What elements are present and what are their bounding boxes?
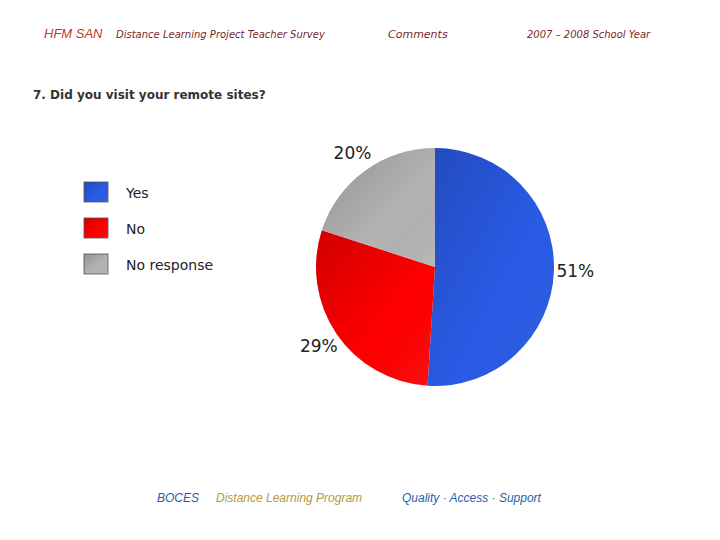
data-labels: 51% 29% 20% (300, 143, 594, 356)
header-section: Comments (388, 28, 448, 41)
footer-organization: BOCES (157, 491, 199, 505)
header-organization: HFM SAN (44, 26, 103, 41)
slice-shade (428, 148, 554, 386)
chart-canvas: HFM SAN Distance Learning Project Teacher… (0, 0, 720, 540)
pie-slice (322, 148, 435, 267)
legend-swatch (84, 218, 108, 238)
legend-swatch-shade (84, 182, 108, 202)
pie-slice (428, 148, 554, 386)
legend-swatch-shade (84, 218, 108, 238)
header-year: 2007 – 2008 School Year (527, 29, 651, 40)
header-project: Distance Learning Project Teacher Survey (116, 29, 326, 40)
chart-title: 7. Did you visit your remote sites? (33, 88, 266, 102)
data-label: 29% (300, 336, 338, 356)
data-label: 20% (334, 143, 372, 163)
slice-shade (322, 148, 435, 267)
legend-label: Yes (125, 185, 149, 201)
footer-program: Distance Learning Program (216, 491, 362, 505)
legend-swatch (84, 182, 108, 202)
legend-label: No (126, 221, 145, 237)
legend: Yes No No response (84, 182, 213, 274)
data-label: 51% (556, 261, 594, 281)
page: HFM SAN Distance Learning Project Teacher… (0, 0, 720, 540)
legend-label: No response (126, 257, 213, 273)
pie (316, 148, 554, 386)
legend-swatch (84, 254, 108, 274)
footer-motto: Quality · Access · Support (402, 491, 542, 505)
legend-swatch-shade (84, 254, 108, 274)
